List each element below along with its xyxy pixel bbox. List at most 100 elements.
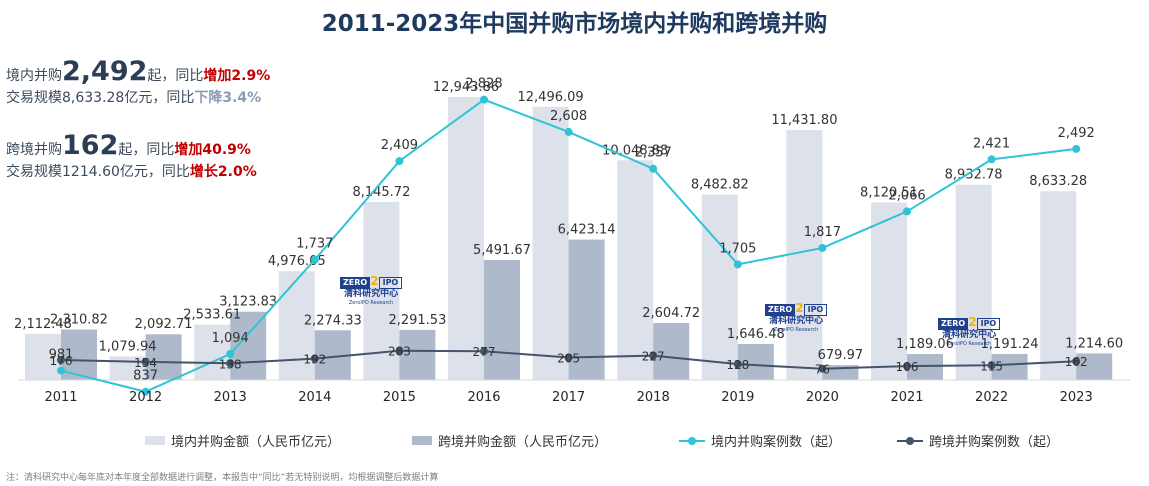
- crossborder-amount-label: 2,274.33: [304, 313, 362, 328]
- x-tick-label: 2019: [721, 390, 754, 405]
- x-tick-label: 2022: [975, 390, 1008, 405]
- legend-domestic-amount-label: 境内并购金额（人民币亿元）: [171, 434, 340, 450]
- domestic-amount-bar: [1040, 191, 1077, 380]
- crossborder-count-label: 115: [980, 359, 1003, 373]
- crossborder-amount-bar: [991, 353, 1028, 380]
- crossborder-count-change: 增加40.9%: [174, 142, 251, 158]
- domestic-count-label: 2,828: [465, 77, 502, 92]
- domestic-count-point: [649, 164, 658, 173]
- x-tick-label: 2021: [890, 390, 923, 405]
- domestic-count-label: 2,492: [1058, 126, 1095, 141]
- summary-label: 跨境并购: [6, 142, 62, 158]
- x-tick-label: 2014: [298, 390, 331, 405]
- domestic-count-value: 2,492: [62, 56, 148, 87]
- domestic-count-label: 2,608: [550, 109, 587, 124]
- crossborder-count-point: [310, 354, 319, 363]
- x-tick-label: 2015: [383, 390, 416, 405]
- crossborder-amount-bar: [1076, 353, 1113, 380]
- domestic-count-point: [141, 387, 150, 396]
- crossborder-count-label: 128: [726, 358, 749, 372]
- logo-zero: ZERO: [938, 318, 969, 330]
- domestic-amount-label: 8,120.51: [860, 185, 918, 200]
- domestic-count-summary: 境内并购2,492起，同比增加2.9%: [6, 56, 270, 88]
- domestic-amount-bar: [955, 184, 992, 380]
- crossborder-count-label: 283: [388, 345, 411, 359]
- crossborder-count-summary: 跨境并购162起，同比增加40.9%: [6, 130, 251, 162]
- crossborder-amount-label: 679.97: [818, 348, 864, 363]
- domestic-count-point: [1072, 144, 1081, 153]
- logo-cn: 清科研究中心: [769, 316, 824, 326]
- domestic-count-point: [395, 157, 404, 166]
- logo-ipo: IPO: [378, 277, 403, 289]
- summary-label: 境内并购: [6, 68, 62, 84]
- crossborder-count-label: 106: [896, 360, 919, 374]
- domestic-count-label: 2,409: [381, 138, 418, 153]
- domestic-amount-summary: 交易规模8,633.28亿元，同比下降3.4%: [6, 90, 261, 107]
- crossborder-count-label: 192: [303, 353, 326, 367]
- crossborder-count-label: 205: [557, 351, 580, 365]
- domestic-amount-bar: [194, 324, 231, 380]
- domestic-amount-label: 8,482.82: [691, 178, 749, 193]
- crossborder-count-point: [818, 364, 827, 373]
- domestic-amount-change: 下降3.4%: [194, 90, 262, 106]
- logo-zero: ZERO: [765, 304, 796, 316]
- crossborder-count-point: [733, 360, 742, 369]
- domestic-count-label: 1,705: [719, 241, 756, 256]
- domestic-count-point: [480, 95, 488, 104]
- logo-cn: 清科研究中心: [942, 330, 997, 340]
- crossborder-count-point: [480, 347, 488, 356]
- domestic-amount-label: 1,079.94: [99, 339, 157, 354]
- domestic-amount-label: 2,533.61: [183, 308, 241, 323]
- domestic-count-point: [57, 366, 65, 375]
- summary-label: 起，同比: [118, 142, 175, 158]
- legend-crossborder-amount-label: 跨境并购金额（人民币亿元）: [438, 434, 607, 450]
- domestic-amount-bar: [448, 97, 484, 380]
- crossborder-amount-bar: [484, 259, 520, 380]
- domestic-amount-label: 8,145.72: [352, 185, 410, 200]
- legend-domestic-count-marker: [688, 437, 696, 445]
- crossborder-amount-label: 2,092.71: [135, 317, 193, 332]
- logo-en: ZeroIPO Research: [348, 300, 394, 306]
- logo-two: 2: [795, 301, 804, 315]
- crossborder-amount-label: 2,310.82: [50, 312, 108, 327]
- crossborder-count-label: 176: [50, 354, 73, 368]
- logo-ipo: IPO: [976, 318, 1001, 330]
- crossborder-count-label: 154: [134, 356, 157, 370]
- crossborder-count-point: [649, 351, 658, 360]
- domestic-amount-label: 12,943.86: [433, 80, 499, 95]
- crossborder-amount-label: 1,214.60: [1065, 336, 1123, 351]
- crossborder-count-point: [903, 362, 911, 371]
- domestic-amount-label: 2,112.48: [14, 317, 72, 332]
- crossborder-amount-label: 2,291.53: [388, 313, 446, 328]
- x-tick-label: 2011: [44, 390, 77, 405]
- domestic-amount-bar: [871, 202, 907, 380]
- crossborder-count-label: 277: [473, 345, 496, 359]
- crossborder-count-point: [57, 356, 65, 365]
- legend-crossborder-count-label: 跨境并购案例数（起）: [929, 434, 1059, 450]
- x-tick-label: 2020: [806, 390, 839, 405]
- footnote: 注：清科研究中心每年底对本年度全部数据进行调整，本报告中“同比”若无特别说明，均…: [6, 473, 439, 483]
- crossborder-count-label: 227: [642, 350, 665, 364]
- legend-domestic-count-label: 境内并购案例数（起）: [711, 434, 841, 450]
- domestic-count-point: [903, 207, 911, 216]
- domestic-count-point: [818, 243, 827, 252]
- crossborder-amount-label: 5,491.67: [473, 243, 531, 258]
- x-tick-label: 2016: [467, 390, 500, 405]
- summary-label: 交易规模1214.60亿元，同比: [6, 164, 190, 180]
- crossborder-count-label: 138: [219, 357, 242, 371]
- chart-title: 2011-2023年中国并购市场境内并购和跨境并购: [321, 11, 828, 37]
- crossborder-amount-label: 1,646.48: [727, 327, 785, 342]
- domestic-count-label: 2,421: [973, 136, 1010, 151]
- logo-zero: ZERO: [340, 277, 371, 289]
- crossborder-count-point: [1072, 357, 1081, 366]
- zeroipo-logo: ZERO 2 IPO 清科研究中心 ZeroIPO Research: [938, 311, 1001, 348]
- crossborder-count-point: [987, 361, 996, 370]
- domestic-count-label: 1,737: [296, 237, 333, 252]
- crossborder-amount-label: 1,191.24: [981, 337, 1039, 352]
- summary-label: 交易规模8,633.28亿元，同比: [6, 90, 195, 106]
- logo-en: ZeroIPO Research: [946, 341, 992, 347]
- domestic-amount-label: 12,496.09: [518, 90, 584, 105]
- domestic-count-label: 1,817: [804, 225, 841, 240]
- zeroipo-logo: ZERO 2 IPO 清科研究中心 ZeroIPO Research: [340, 270, 403, 307]
